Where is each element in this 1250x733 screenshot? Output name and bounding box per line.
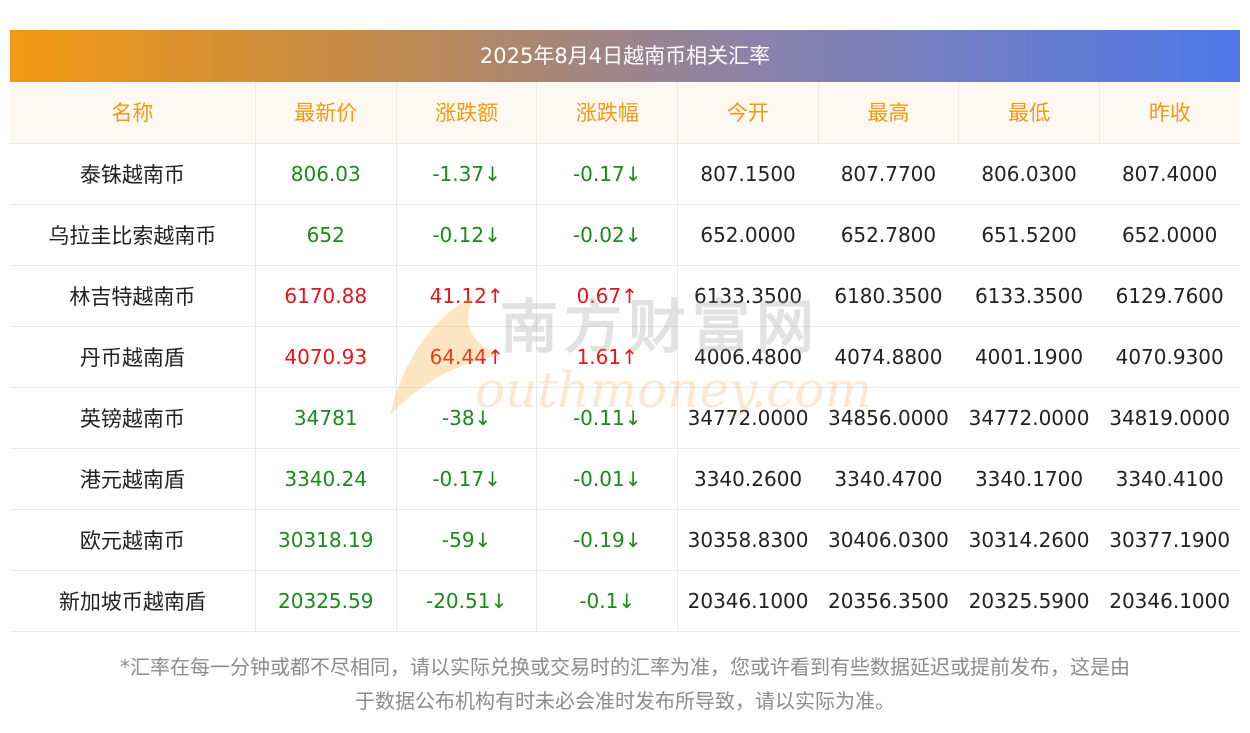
table-row: 英镑越南币 34781 -38↓ -0.11↓ 34772.0000 34856.0000… — [10, 387, 1240, 449]
cell-low: 3340.1700 — [958, 448, 1100, 510]
cell-change-pct: 0.67↑ — [536, 265, 679, 327]
disclaimer-line-1: *汇率在每一分钟或都不尽相同，请以实际兑换或交易时的汇率为准，您或许看到有些数据… — [120, 655, 1130, 679]
cell-open: 3340.2600 — [677, 448, 819, 510]
cell-high: 807.7700 — [818, 143, 959, 205]
exchange-rate-table: 名称 最新价 涨跌额 涨跌幅 今开 最高 最低 昨收 泰铢越南币 806.03 -1… — [10, 82, 1240, 632]
cell-name: 丹币越南盾 — [10, 326, 256, 388]
disclaimer-note: *汇率在每一分钟或都不尽相同，请以实际兑换或交易时的汇率为准，您或许看到有些数据… — [10, 650, 1240, 718]
cell-open: 20346.1000 — [677, 570, 819, 632]
table-header-row: 名称 最新价 涨跌额 涨跌幅 今开 最高 最低 昨收 — [10, 82, 1240, 144]
cell-low: 806.0300 — [958, 143, 1100, 205]
cell-low: 651.5200 — [958, 204, 1100, 266]
cell-prev-close: 20346.1000 — [1099, 570, 1240, 632]
header-low: 最低 — [958, 82, 1100, 144]
cell-change-pct: -0.19↓ — [536, 509, 679, 571]
cell-low: 4001.1900 — [958, 326, 1100, 388]
cell-change-pct: 1.61↑ — [536, 326, 679, 388]
cell-change: -59↓ — [396, 509, 538, 571]
cell-prev-close: 652.0000 — [1099, 204, 1240, 266]
cell-change-pct: -0.17↓ — [536, 143, 679, 205]
cell-latest: 6170.88 — [255, 265, 397, 327]
cell-change: -0.17↓ — [396, 448, 538, 510]
cell-open: 30358.8300 — [677, 509, 819, 571]
cell-name: 新加坡币越南盾 — [10, 570, 256, 632]
cell-prev-close: 30377.1900 — [1099, 509, 1240, 571]
cell-latest: 3340.24 — [255, 448, 397, 510]
cell-change: -38↓ — [396, 387, 538, 449]
cell-prev-close: 34819.0000 — [1099, 387, 1240, 449]
cell-change-pct: -0.01↓ — [536, 448, 679, 510]
cell-low: 34772.0000 — [958, 387, 1100, 449]
cell-latest: 30318.19 — [255, 509, 397, 571]
header-name: 名称 — [10, 82, 256, 144]
cell-low: 6133.3500 — [958, 265, 1100, 327]
cell-prev-close: 807.4000 — [1099, 143, 1240, 205]
cell-change: -1.37↓ — [396, 143, 538, 205]
cell-latest: 20325.59 — [255, 570, 397, 632]
cell-latest: 34781 — [255, 387, 397, 449]
cell-high: 20356.3500 — [818, 570, 959, 632]
cell-name: 港元越南盾 — [10, 448, 256, 510]
cell-high: 4074.8800 — [818, 326, 959, 388]
table-row: 乌拉圭比索越南币 652 -0.12↓ -0.02↓ 652.0000 652.7800 6… — [10, 204, 1240, 266]
table-row: 欧元越南币 30318.19 -59↓ -0.19↓ 30358.8300 30406.0… — [10, 509, 1240, 571]
header-open: 今开 — [677, 82, 819, 144]
cell-prev-close: 4070.9300 — [1099, 326, 1240, 388]
header-latest: 最新价 — [255, 82, 397, 144]
table-row: 泰铢越南币 806.03 -1.37↓ -0.17↓ 807.1500 807.7700 8… — [10, 143, 1240, 205]
cell-low: 30314.2600 — [958, 509, 1100, 571]
cell-prev-close: 3340.4100 — [1099, 448, 1240, 510]
table-row: 港元越南盾 3340.24 -0.17↓ -0.01↓ 3340.2600 3340.47… — [10, 448, 1240, 510]
table-title: 2025年8月4日越南币相关汇率 — [10, 30, 1240, 82]
cell-high: 3340.4700 — [818, 448, 959, 510]
cell-change: 64.44↑ — [396, 326, 538, 388]
cell-open: 4006.4800 — [677, 326, 819, 388]
cell-change: -0.12↓ — [396, 204, 538, 266]
cell-change-pct: -0.02↓ — [536, 204, 679, 266]
cell-change: -20.51↓ — [396, 570, 538, 632]
cell-high: 34856.0000 — [818, 387, 959, 449]
table-row: 新加坡币越南盾 20325.59 -20.51↓ -0.1↓ 20346.1000 203… — [10, 570, 1240, 632]
cell-high: 30406.0300 — [818, 509, 959, 571]
cell-name: 欧元越南币 — [10, 509, 256, 571]
cell-latest: 4070.93 — [255, 326, 397, 388]
cell-name: 乌拉圭比索越南币 — [10, 204, 256, 266]
cell-latest: 652 — [255, 204, 397, 266]
header-prev-close: 昨收 — [1099, 82, 1240, 144]
cell-low: 20325.5900 — [958, 570, 1100, 632]
cell-high: 652.7800 — [818, 204, 959, 266]
cell-open: 34772.0000 — [677, 387, 819, 449]
cell-high: 6180.3500 — [818, 265, 959, 327]
cell-prev-close: 6129.7600 — [1099, 265, 1240, 327]
cell-change-pct: -0.11↓ — [536, 387, 679, 449]
header-change: 涨跌额 — [396, 82, 538, 144]
table-row: 丹币越南盾 4070.93 64.44↑ 1.61↑ 4006.4800 4074.880… — [10, 326, 1240, 388]
disclaimer-line-2: 于数据公布机构有时未必会准时发布所导致，请以实际为准。 — [355, 689, 895, 713]
cell-latest: 806.03 — [255, 143, 397, 205]
header-change-pct: 涨跌幅 — [536, 82, 679, 144]
table-row: 林吉特越南币 6170.88 41.12↑ 0.67↑ 6133.3500 6180.35… — [10, 265, 1240, 327]
cell-open: 6133.3500 — [677, 265, 819, 327]
header-high: 最高 — [818, 82, 960, 144]
cell-change: 41.12↑ — [396, 265, 538, 327]
cell-change-pct: -0.1↓ — [536, 570, 679, 632]
cell-open: 652.0000 — [677, 204, 819, 266]
cell-name: 泰铢越南币 — [10, 143, 256, 205]
cell-name: 林吉特越南币 — [10, 265, 256, 327]
cell-open: 807.1500 — [677, 143, 819, 205]
cell-name: 英镑越南币 — [10, 387, 256, 449]
